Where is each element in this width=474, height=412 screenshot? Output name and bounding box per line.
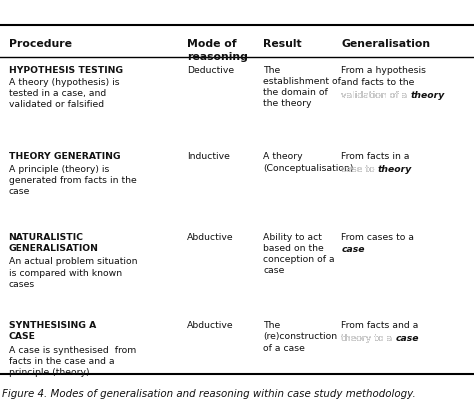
Text: An actual problem situation
is compared with known
cases: An actual problem situation is compared … — [9, 258, 137, 289]
Text: The
(re)construction
of a case: The (re)construction of a case — [263, 321, 337, 353]
Text: A case is synthesised  from
facts in the case and a
principle (theory): A case is synthesised from facts in the … — [9, 346, 136, 377]
Text: A theory (hypothesis) is
tested in a case, and
validated or falsified: A theory (hypothesis) is tested in a cas… — [9, 78, 119, 110]
Text: NATURALISTIC
GENERALISATION: NATURALISTIC GENERALISATION — [9, 233, 99, 253]
Text: Inductive: Inductive — [187, 152, 230, 162]
Text: theory to a: theory to a — [341, 334, 395, 343]
Text: theory: theory — [410, 91, 445, 100]
Text: Ability to act
based on the
conception of a
case: Ability to act based on the conception o… — [263, 233, 335, 275]
Text: Abductive: Abductive — [187, 321, 234, 330]
Text: case: case — [341, 245, 365, 254]
Text: theory to a: theory to a — [341, 334, 395, 343]
Text: Mode of
reasoning: Mode of reasoning — [187, 39, 248, 61]
Text: SYNTHESISING A
CASE: SYNTHESISING A CASE — [9, 321, 96, 342]
Text: and facts to the: and facts to the — [341, 78, 415, 87]
Text: The
establishment of
the domain of
the theory: The establishment of the domain of the t… — [263, 66, 341, 108]
Text: HYPOTHESIS TESTING: HYPOTHESIS TESTING — [9, 66, 123, 75]
Text: From a hypothesis: From a hypothesis — [341, 66, 426, 75]
Text: From cases to a: From cases to a — [341, 233, 414, 242]
Text: Result: Result — [263, 39, 301, 49]
Text: theory: theory — [378, 165, 412, 174]
Text: Figure 4. Modes of generalisation and reasoning within case study methodology.: Figure 4. Modes of generalisation and re… — [2, 389, 416, 399]
Text: A theory
(Conceptualisation): A theory (Conceptualisation) — [263, 152, 354, 173]
Text: Procedure: Procedure — [9, 39, 72, 49]
Text: THEORY GENERATING: THEORY GENERATING — [9, 152, 120, 162]
Text: From facts in a: From facts in a — [341, 152, 410, 162]
Text: case to: case to — [341, 165, 378, 174]
Text: case: case — [395, 334, 419, 343]
Text: validation of a: validation of a — [341, 91, 410, 100]
Text: validation of a: validation of a — [341, 91, 410, 100]
Text: Abductive: Abductive — [187, 233, 234, 242]
Text: A principle (theory) is
generated from facts in the
case: A principle (theory) is generated from f… — [9, 165, 137, 196]
Text: case to: case to — [341, 165, 378, 174]
Text: From facts and a: From facts and a — [341, 321, 419, 330]
Text: Deductive: Deductive — [187, 66, 234, 75]
Text: Generalisation: Generalisation — [341, 39, 430, 49]
